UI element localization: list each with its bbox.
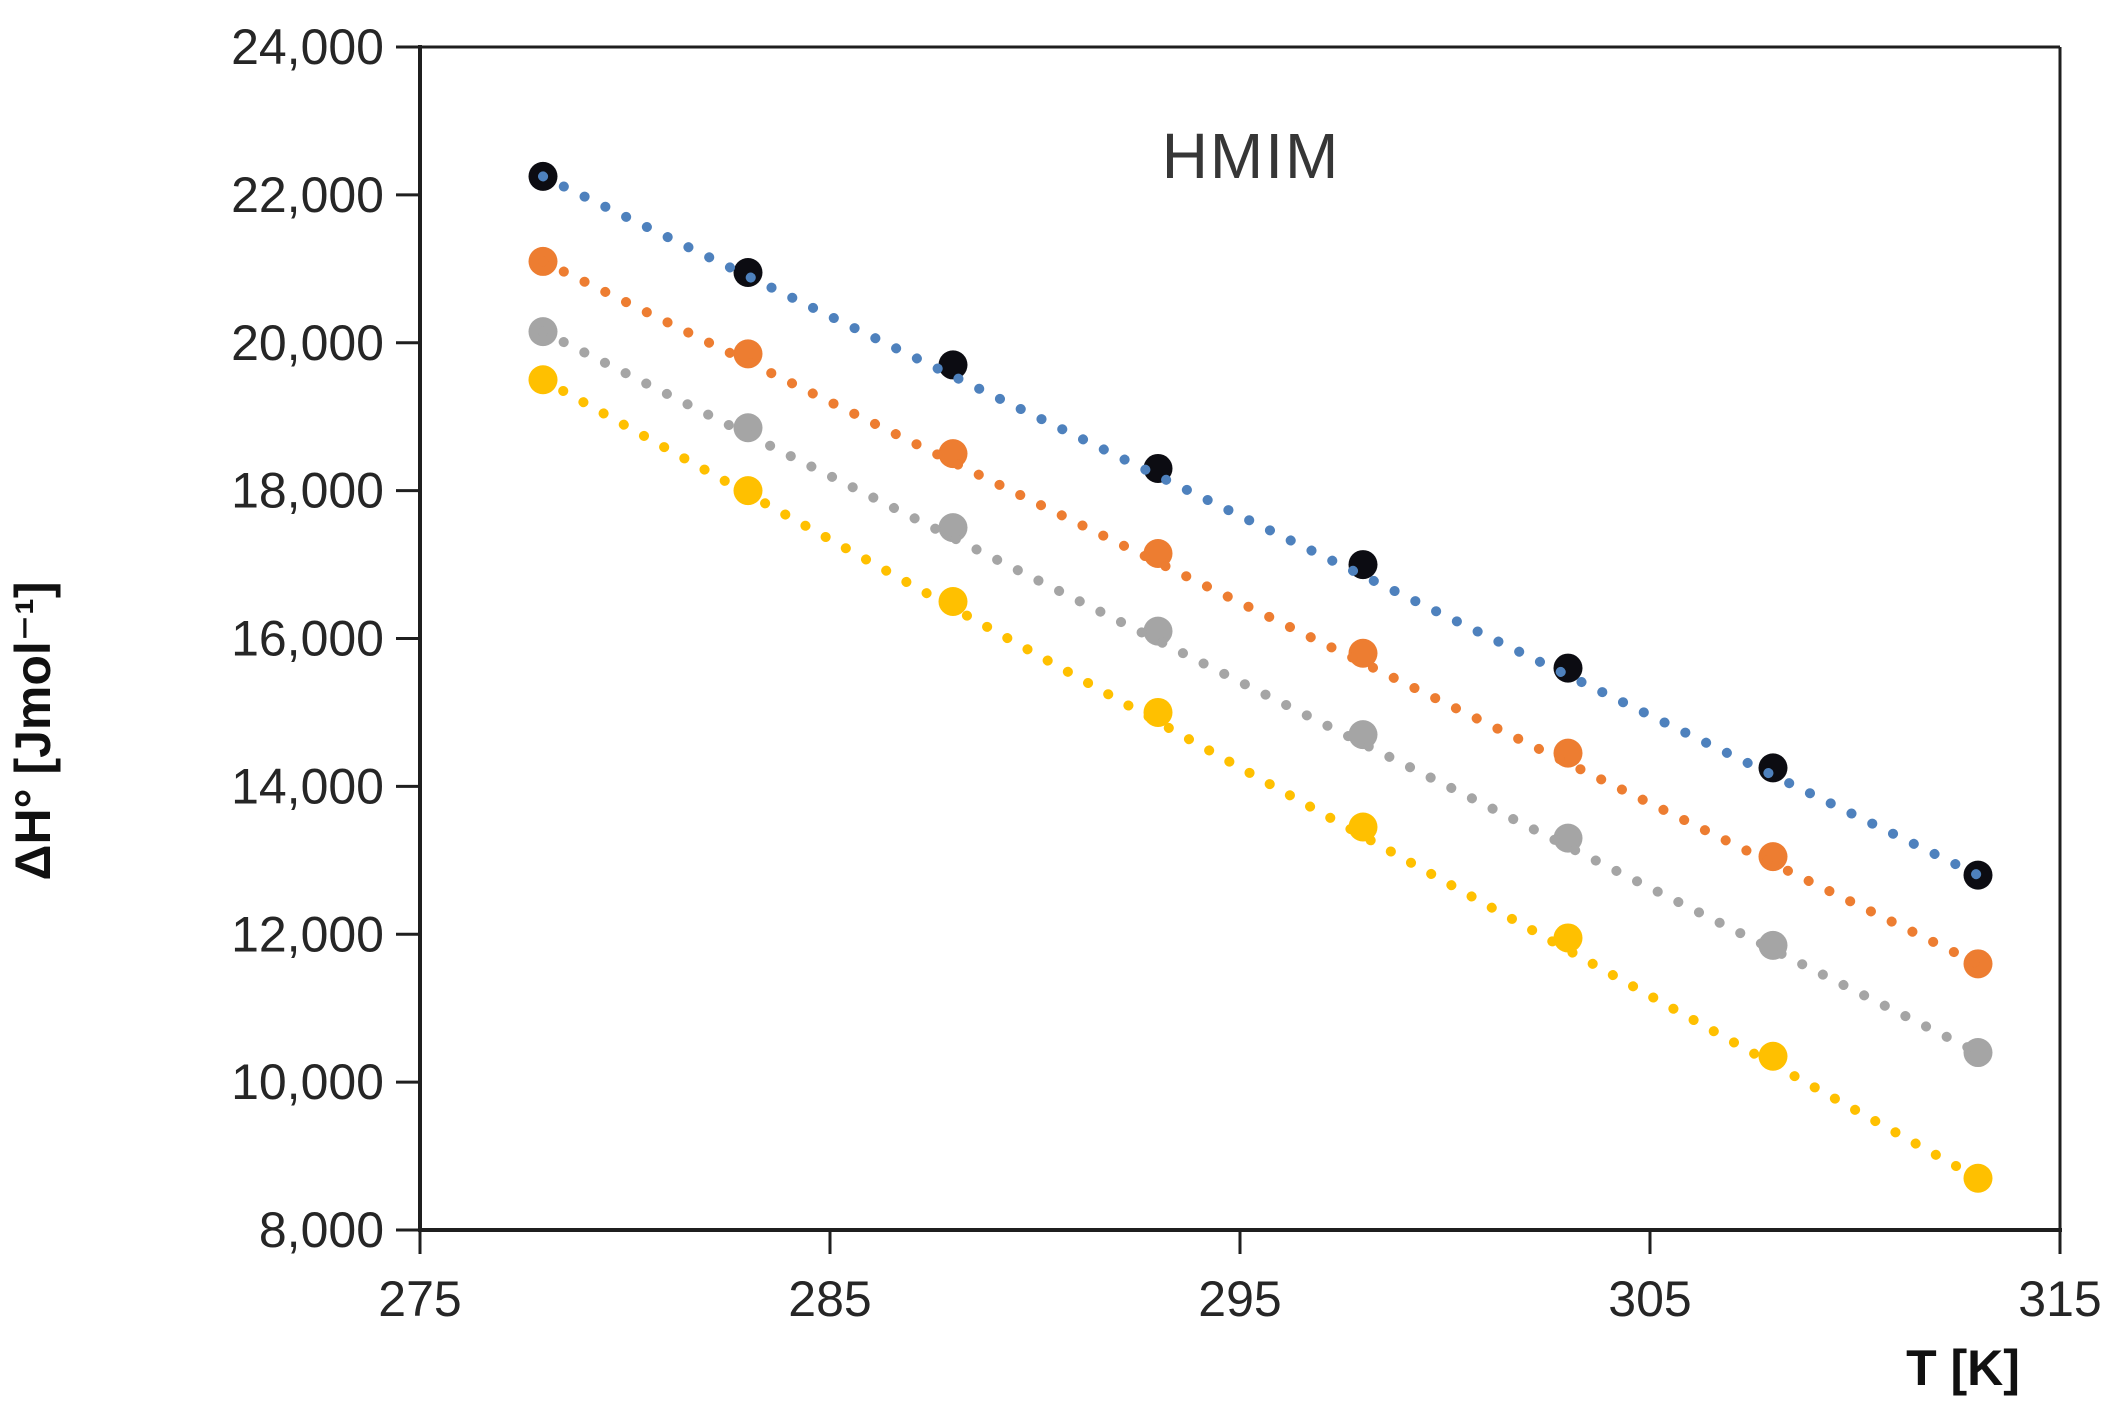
axes-layer: 8,000 10,000 12,000 14,000 16,000 18,000 20,00… [231,19,2102,1327]
series-yellow [528,365,1993,1193]
series-black [528,161,1993,890]
series-layer [528,161,1993,1193]
data-point-marker [733,339,763,369]
y-tick-label: 20,000 [231,315,384,371]
y-tick-label: 22,000 [231,167,384,223]
data-point-marker [1758,1041,1788,1071]
x-tick-label: 285 [788,1271,871,1327]
series-gray [528,317,1993,1068]
data-point-marker [938,513,968,543]
data-point-marker [938,439,968,469]
data-point-marker [1143,538,1173,568]
data-point-marker [1758,753,1788,783]
data-point-marker [1143,616,1173,646]
series-orange [528,246,1993,979]
data-point-marker [1553,923,1583,953]
data-point-marker [1758,842,1788,872]
x-axis-title: T [K] [1906,1340,2020,1396]
y-tick-label: 14,000 [231,758,384,814]
dotted-trendline [538,256,1983,969]
data-point-marker [938,350,968,380]
y-tick-label: 24,000 [231,19,384,75]
x-tick-label: 305 [1608,1271,1691,1327]
data-point-marker [733,413,763,443]
x-tick-label: 315 [2018,1271,2101,1327]
data-point-marker [733,258,763,288]
y-tick-label: 10,000 [231,1054,384,1110]
x-tick-label: 275 [378,1271,461,1327]
dotted-trendline [538,171,1983,881]
dotted-trendline [538,374,1983,1184]
data-point-marker [1348,812,1378,842]
chart-title: HMIM [1162,120,1341,192]
y-tick-label: 12,000 [231,906,384,962]
x-tick-label: 295 [1198,1271,1281,1327]
y-tick-label: 16,000 [231,611,384,667]
y-axis-title: ΔH° [Jmol⁻¹] [5,582,61,881]
y-tick-label: 18,000 [231,463,384,519]
y-tick-label: 8,000 [259,1202,384,1258]
dotted-trendline [538,326,1983,1058]
